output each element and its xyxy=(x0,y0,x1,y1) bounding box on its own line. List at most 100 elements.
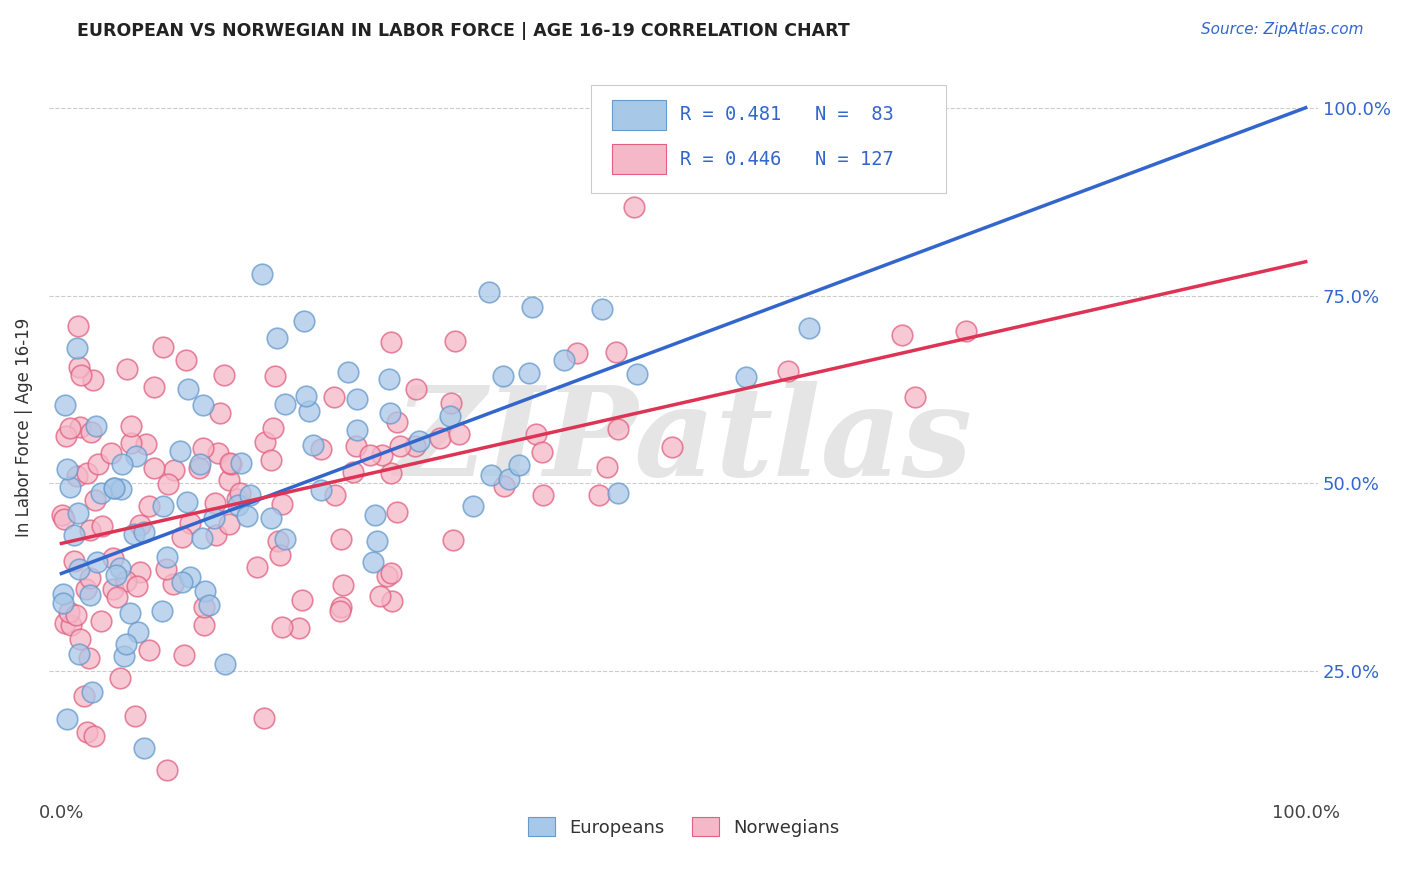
Point xyxy=(55,462,77,476)
Point xyxy=(378,372,401,386)
Point xyxy=(479,467,502,482)
Point xyxy=(63,554,86,568)
Point xyxy=(271,497,294,511)
Point xyxy=(553,352,575,367)
Point xyxy=(388,439,411,453)
Point xyxy=(108,672,131,686)
Point xyxy=(253,711,276,725)
Text: R = 0.481   N =  83: R = 0.481 N = 83 xyxy=(679,105,893,124)
Point xyxy=(380,466,402,480)
Point xyxy=(198,598,221,612)
Point xyxy=(661,440,683,454)
FancyBboxPatch shape xyxy=(613,100,666,129)
Point xyxy=(156,477,179,491)
Point xyxy=(294,314,316,328)
Point xyxy=(330,533,353,547)
Point xyxy=(439,409,461,423)
Point xyxy=(55,429,77,443)
Point xyxy=(461,500,484,514)
Point xyxy=(274,397,297,411)
Point xyxy=(259,510,281,524)
Point xyxy=(606,422,628,436)
Point xyxy=(492,368,515,383)
Point xyxy=(191,398,214,412)
Point xyxy=(173,648,195,662)
Point xyxy=(120,436,142,450)
Point xyxy=(156,549,179,564)
Point xyxy=(104,568,127,582)
Point xyxy=(53,512,76,526)
Point xyxy=(955,325,977,339)
Point xyxy=(100,446,122,460)
Point xyxy=(235,508,257,523)
Point xyxy=(82,373,104,387)
Point xyxy=(125,579,148,593)
Point xyxy=(530,444,553,458)
Point xyxy=(361,555,384,569)
Point xyxy=(904,391,927,405)
Point xyxy=(169,443,191,458)
Point xyxy=(67,562,90,576)
Point xyxy=(70,368,93,382)
Point xyxy=(63,528,86,542)
Point xyxy=(207,446,229,460)
Point xyxy=(342,465,364,479)
Point xyxy=(267,534,290,549)
Point xyxy=(69,420,91,434)
Point xyxy=(79,571,101,585)
Point xyxy=(734,369,756,384)
Point xyxy=(150,604,173,618)
Point xyxy=(163,462,186,476)
Point xyxy=(58,605,80,619)
Point xyxy=(59,618,82,632)
Point xyxy=(84,419,107,434)
Point xyxy=(291,592,314,607)
Point xyxy=(381,594,404,608)
Point xyxy=(155,562,177,576)
Point xyxy=(79,588,101,602)
Point xyxy=(359,449,381,463)
Point xyxy=(115,361,138,376)
Point xyxy=(250,267,273,281)
Point xyxy=(295,389,318,403)
Point xyxy=(478,285,501,299)
Point xyxy=(143,380,166,394)
Point xyxy=(194,584,217,599)
Point xyxy=(385,415,408,429)
Point xyxy=(269,548,291,562)
Point xyxy=(90,486,112,500)
Point xyxy=(77,651,100,665)
Point xyxy=(138,499,160,513)
Point xyxy=(239,488,262,502)
Point xyxy=(124,527,146,541)
Point xyxy=(75,582,97,596)
Point xyxy=(370,589,392,603)
Point xyxy=(494,479,516,493)
Point xyxy=(65,341,87,355)
Text: R = 0.446   N = 127: R = 0.446 N = 127 xyxy=(679,150,893,169)
Point xyxy=(274,533,297,547)
Point xyxy=(56,713,79,727)
Point xyxy=(380,566,402,581)
Point xyxy=(59,420,82,434)
Point xyxy=(90,614,112,628)
Point xyxy=(152,499,174,513)
Point xyxy=(124,709,146,723)
Point xyxy=(778,364,800,378)
Point xyxy=(53,616,76,631)
Point xyxy=(219,456,242,470)
Point xyxy=(65,608,87,623)
Legend: Europeans, Norwegians: Europeans, Norwegians xyxy=(519,808,848,846)
Point xyxy=(120,418,142,433)
Point xyxy=(364,508,387,522)
Point xyxy=(83,729,105,743)
Point xyxy=(162,577,184,591)
Y-axis label: In Labor Force | Age 16-19: In Labor Force | Age 16-19 xyxy=(15,318,32,537)
Point xyxy=(253,434,276,449)
Point xyxy=(111,457,134,471)
Point xyxy=(626,367,648,381)
Point xyxy=(440,396,463,410)
Point xyxy=(890,327,912,342)
Point xyxy=(110,482,132,496)
Point xyxy=(375,569,398,583)
